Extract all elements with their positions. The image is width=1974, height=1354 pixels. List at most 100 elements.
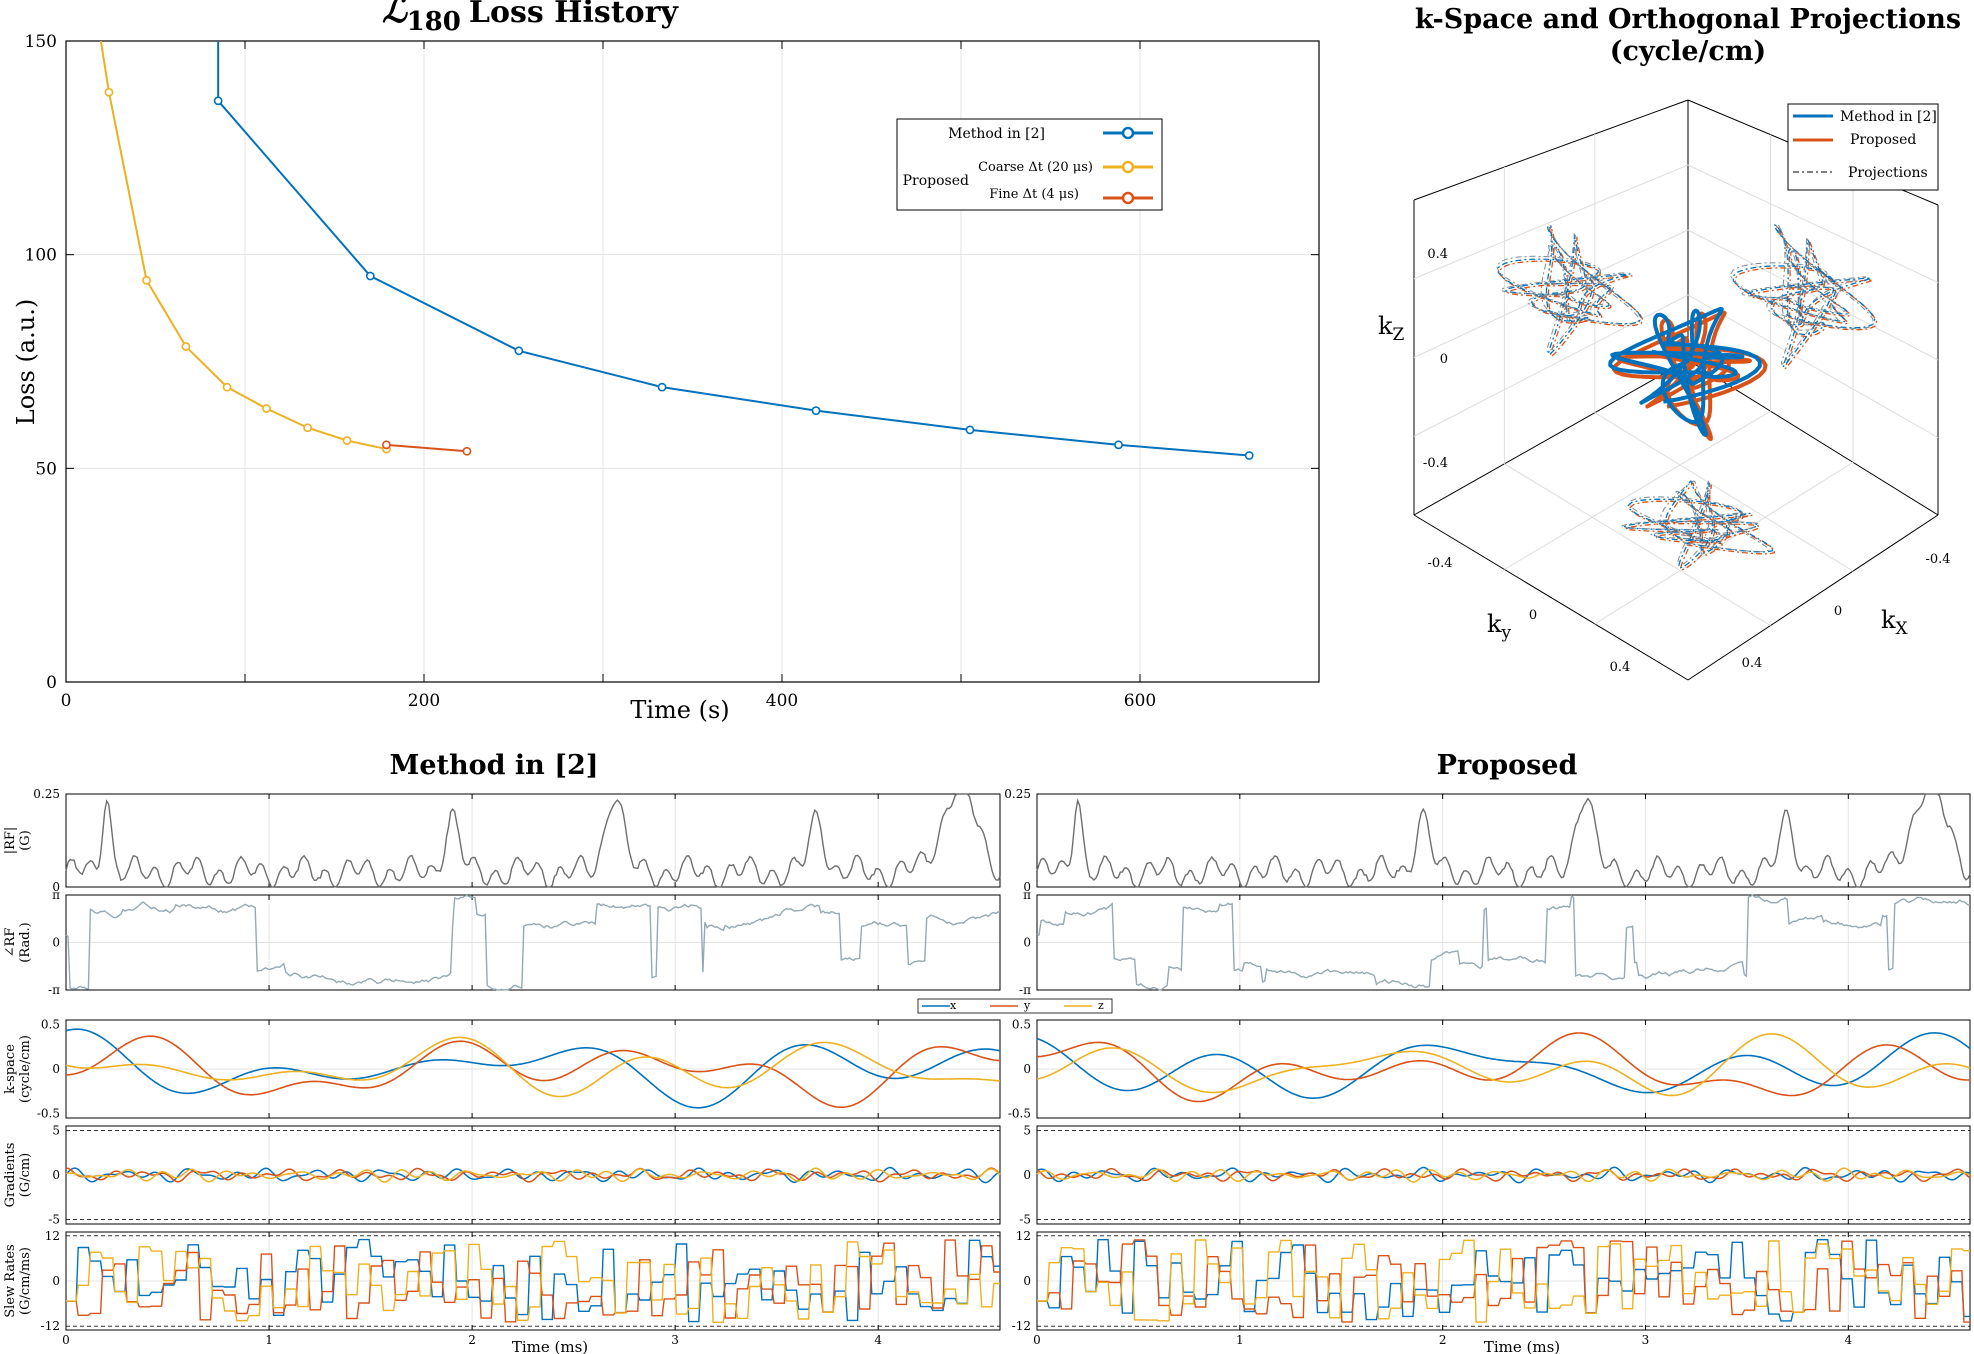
loss-point-coarse	[262, 404, 271, 413]
left-x-axis-label: Time (ms)	[512, 1338, 588, 1354]
wave-y-tick-label: 5	[52, 1123, 60, 1137]
loss-x-tick-label: 600	[1124, 691, 1156, 711]
kspace-grid-line	[1687, 164, 1939, 283]
loss-x-axis-label: Time (s)	[630, 696, 729, 724]
right-x-axis-label: Time (ms)	[1484, 1338, 1560, 1354]
wave-row-label: |RF|	[3, 827, 18, 855]
loss-y-tick-label: 150	[25, 32, 57, 52]
wave-y-tick-label: 0	[52, 880, 60, 894]
wave-axes-box	[1036, 1019, 1971, 1119]
loss-point-coarse	[104, 87, 114, 97]
loss-point-coarse	[142, 275, 151, 285]
wave-y-tick-label: 0	[52, 1062, 60, 1076]
wave-y-tick-label: -π	[1019, 983, 1031, 997]
wave-y-tick-label: 0	[1023, 936, 1031, 950]
loss-point-coarse	[342, 436, 352, 445]
wave-series-line	[1036, 1032, 1971, 1099]
wave-series-line	[1036, 894, 1970, 991]
kx-axis-label: kX	[1881, 606, 1909, 639]
wave-x-tick-label: 3	[1642, 1333, 1650, 1347]
kspace-grid-line	[1413, 229, 1689, 358]
kspace-grid-line	[1687, 229, 1939, 361]
wave-row-unit: (G/cm/ms)	[18, 1247, 33, 1315]
kz-axis-label: kZ	[1378, 312, 1405, 345]
kspace-box-grid	[1413, 99, 1939, 681]
wave-axes-box	[65, 1231, 1001, 1331]
kspace-tick-labels: 0.4 0 -0.4 -0.4 0 0.4 -0.4 0 0.4	[1423, 247, 1951, 675]
loss-y-axis-label: Loss (a.u.)	[12, 299, 40, 425]
wave-series-line	[1036, 1167, 1971, 1183]
legend-method-label: Method in [2]	[948, 126, 1045, 142]
kspace-legend-proposed-label: Proposed	[1850, 132, 1916, 148]
kspace-legend-method-label: Method in [2]	[1840, 109, 1937, 125]
wave-row-1-left: π 0 -π	[48, 888, 1001, 997]
kspace-legend-box	[1787, 103, 1939, 191]
loss-history-chart: ℒ180 Loss History 0 200 400 600 0 50 100 150 Tim…	[12, 0, 1320, 724]
kspace-grid-line	[1687, 294, 1939, 438]
wave-row-2-right: 0.5 0 -0.5	[1008, 1017, 1971, 1121]
kz-tick-pos: 0.4	[1427, 247, 1448, 262]
loss-point-method	[811, 406, 821, 416]
wave-row-label: Gradients	[3, 1143, 18, 1208]
kspace-trajectory	[1621, 480, 1770, 566]
kz-tick-neg: -0.4	[1423, 456, 1448, 471]
wave-series-line	[65, 894, 1001, 991]
wave-row-0-right: 0.25 0	[1004, 787, 1971, 894]
legend-coarse-marker	[1121, 160, 1135, 174]
wave-y-tick-label: 0	[1023, 880, 1031, 894]
loss-point-method	[365, 271, 375, 281]
wave-axes-box	[65, 793, 1001, 888]
legend-fine-label: Fine Δt (4 μs)	[989, 187, 1079, 202]
wave-x-tick-label: 3	[671, 1333, 679, 1347]
wave-series-line	[66, 1238, 1000, 1323]
wave-x-tick-label: 4	[874, 1333, 882, 1347]
wave-legend-x-label: x	[950, 999, 957, 1012]
wave-series-line	[65, 1036, 1001, 1098]
wave-series-line	[1037, 1239, 1970, 1323]
wave-y-tick-label: π	[1023, 888, 1031, 902]
loss-axes-box	[65, 40, 1320, 683]
kspace-grid-line	[1594, 412, 1854, 572]
wave-axes-box	[65, 1125, 1001, 1225]
wave-series-line	[1036, 1033, 1971, 1097]
kspace-trajectory	[1612, 310, 1768, 441]
legend-fine-marker	[1121, 191, 1135, 205]
wave-axes-box	[1036, 894, 1971, 991]
loss-point-coarse	[181, 342, 191, 351]
wave-y-tick-label: 0	[1023, 1274, 1031, 1288]
wave-row-0-left: 0.25 0	[33, 787, 1001, 894]
kspace-box-edge	[1687, 514, 1939, 681]
wave-axes-box	[1036, 1231, 1971, 1331]
wave-axes-box	[65, 1019, 1001, 1119]
wave-row-label: k-space	[3, 1044, 18, 1094]
wave-y-tick-label: 0.5	[1012, 1017, 1031, 1031]
kx-tick-neg: -0.4	[1925, 552, 1950, 567]
wave-y-tick-label: -0.5	[37, 1107, 60, 1121]
wave-legend-z-label: z	[1098, 999, 1104, 1012]
wave-y-tick-label: 0	[52, 1168, 60, 1182]
legend-coarse-label: Coarse Δt (20 μs)	[978, 160, 1093, 175]
legend-group-label: Proposed	[903, 173, 969, 189]
wave-row-unit: (G)	[18, 830, 33, 851]
wave-row-4-right: 120-120 1 2 3 4	[1012, 1229, 1971, 1347]
loss-legend: Method in [2] Proposed Coarse Δt (20 μs)…	[896, 118, 1163, 211]
left-panel-title: Method in [2]	[389, 750, 598, 781]
wave-series-line	[1037, 1239, 1970, 1323]
kspace-legend: Method in [2] Proposed Projections	[1787, 103, 1939, 191]
wave-y-tick-label: 0	[1023, 1168, 1031, 1182]
kspace-box-edge	[1413, 359, 1689, 516]
kspace-trajectory	[1732, 224, 1876, 368]
wave-y-tick-label: 5	[1023, 1123, 1031, 1137]
kspace-grid-line	[1594, 461, 1854, 625]
wave-series-line	[1037, 1238, 1970, 1322]
wave-series-line	[66, 1239, 1000, 1323]
loss-point-fine	[382, 440, 391, 450]
wave-y-tick-label: -5	[1019, 1213, 1031, 1227]
wave-series-line	[1036, 793, 1971, 888]
wave-x-tick-label: 2	[1439, 1333, 1447, 1347]
wave-y-tick-label: -12	[41, 1319, 60, 1333]
wave-axes-box	[65, 894, 1001, 991]
wave-series-line	[66, 1240, 1000, 1324]
loss-y-tick-label: 50	[35, 459, 57, 479]
